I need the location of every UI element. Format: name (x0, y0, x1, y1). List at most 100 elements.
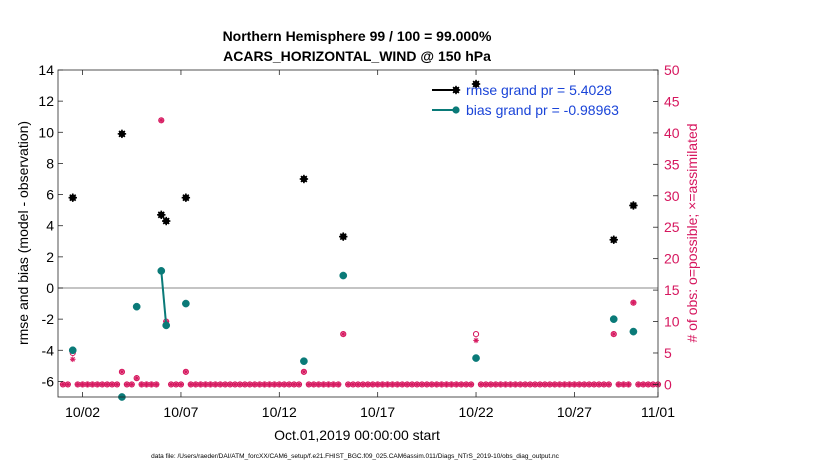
x-tick-label: 10/12 (262, 404, 297, 420)
obs-assimilated-zero (517, 381, 524, 388)
legend-label: bias grand pr = -0.98963 (466, 102, 619, 118)
obs-assimilated-point (630, 299, 637, 306)
bias-line-segment (160, 270, 168, 326)
obs-assimilated-zero (566, 381, 573, 388)
obs-assimilated-point (183, 369, 189, 375)
obs-assimilated-zero (114, 381, 120, 388)
obs-assimilated-zero (497, 381, 504, 388)
legend-bias-marker (452, 106, 460, 114)
rmse-point (181, 193, 191, 202)
y-tick-label-right: 40 (664, 125, 680, 141)
obs-assimilated-zero (458, 381, 465, 388)
rmse-point (299, 174, 309, 184)
obs-assimilated-zero (99, 381, 106, 388)
x-tick-label: 10/07 (163, 404, 198, 420)
obs-assimilated-zero (625, 381, 632, 388)
rmse-point (339, 232, 348, 241)
obs-assimilated-zero (153, 381, 160, 388)
obs-assimilated-zero (350, 381, 356, 388)
y-tick-label-right: 5 (664, 345, 672, 361)
obs-assimilated-zero (296, 381, 302, 388)
obs-assimilated-zero (438, 381, 445, 388)
obs-assimilated-point (610, 331, 617, 337)
y-tick-label-left: -6 (42, 373, 55, 389)
obs-assimilated-zero (168, 381, 174, 388)
data-file-footer: data file: /Users/raeder/DAI/ATM_forcXX/… (151, 453, 560, 460)
obs-assimilated-zero (89, 381, 96, 388)
rmse-point (471, 79, 481, 89)
x-axis-label: Oct.01,2019 00:00:00 start (274, 427, 440, 443)
legend-label: rmse grand pr = 5.4028 (466, 82, 612, 98)
obs-assimilated-zero (556, 381, 563, 388)
y-axis-label-left: rmse and bias (model - observation) (15, 121, 31, 345)
chart-title-line2: ACARS_HORIZONTAL_WIND @ 150 hPa (223, 48, 491, 64)
bias-point (68, 346, 77, 355)
rmse-point (161, 216, 171, 226)
y-tick-label-right: 15 (664, 282, 680, 298)
obs-assimilated-zero (178, 381, 184, 388)
bias-point (157, 267, 166, 275)
legend-rmse-marker (451, 85, 461, 95)
obs-assimilated-point (340, 331, 347, 337)
obs-assimilated-zero (128, 381, 135, 388)
x-tick-label: 10/27 (557, 404, 592, 420)
rmse-point (157, 210, 166, 220)
y-tick-label-left: 10 (38, 124, 54, 140)
obs-assimilated-zero (207, 381, 214, 388)
obs-assimilated-zero (537, 381, 543, 388)
plot-area-frame (57, 69, 659, 398)
obs-assimilated-zero (187, 381, 194, 388)
obs-assimilated-zero (65, 381, 71, 388)
y-tick-label-right: 35 (664, 156, 680, 172)
y-tick-label-right: 20 (664, 251, 680, 267)
bias-point (300, 357, 308, 366)
y-tick-label-right: 30 (664, 188, 680, 204)
rmse-point (629, 201, 638, 210)
y-axis-label-right: # of obs: o=possible; ×=assimilated (684, 123, 700, 342)
obs-assimilated-zero (453, 381, 460, 388)
x-tick-label: 11/01 (641, 404, 675, 420)
y-tick-label-left: -4 (42, 342, 55, 358)
obs-assimilated-zero (492, 381, 499, 388)
y-tick-label-left: 14 (38, 62, 54, 78)
obs-assimilated-point (133, 375, 140, 381)
y-tick-label-left: 2 (46, 249, 54, 265)
obs-assimilated-zero (320, 381, 327, 388)
bias-point (472, 354, 480, 362)
y-tick-label-left: -2 (42, 311, 55, 327)
obs-assimilated-zero (251, 381, 258, 388)
obs-assimilated-zero (360, 381, 366, 388)
x-tick-label: 10/22 (459, 404, 494, 420)
bias-point (162, 321, 171, 330)
bias-point (339, 271, 348, 280)
obs-assimilated-zero (271, 381, 278, 388)
obs-assimilated-zero (606, 381, 612, 388)
obs-possible-point (472, 331, 480, 338)
chart-title-line1: Northern Hemisphere 99 / 100 = 99.000% (223, 28, 492, 44)
obs-assimilated-zero (394, 381, 401, 388)
obs-assimilated-point (69, 356, 76, 363)
y-tick-label-left: 8 (46, 155, 54, 171)
obs-assimilated-point (301, 369, 307, 375)
obs-assimilated-zero (369, 381, 376, 388)
rmse-point (117, 129, 127, 139)
bias-point (182, 299, 190, 308)
y-tick-label-left: 4 (46, 218, 54, 234)
rmse-point (609, 235, 618, 244)
obs-assimilated-zero (409, 381, 415, 388)
bias-point (629, 327, 638, 336)
legend: rmse grand pr = 5.4028 bias grand pr = -0… (432, 82, 619, 118)
y-tick-label-right: 10 (664, 314, 680, 330)
obs-assimilated-point (158, 117, 165, 124)
y-tick-label-right: 25 (664, 219, 680, 235)
bias-point (609, 315, 618, 323)
x-tick-label: 10/17 (360, 404, 395, 420)
y-tick-label-left: 6 (46, 187, 54, 203)
y-tick-label-left: 0 (46, 280, 54, 296)
obs-assimilated-zero (94, 381, 101, 388)
obs-assimilated-zero (433, 381, 440, 388)
y-tick-label-right: 0 (664, 376, 672, 392)
obs-assimilated-point (119, 369, 125, 375)
obs-assimilated-zero (635, 381, 642, 388)
obs-assimilated-zero (286, 381, 292, 388)
